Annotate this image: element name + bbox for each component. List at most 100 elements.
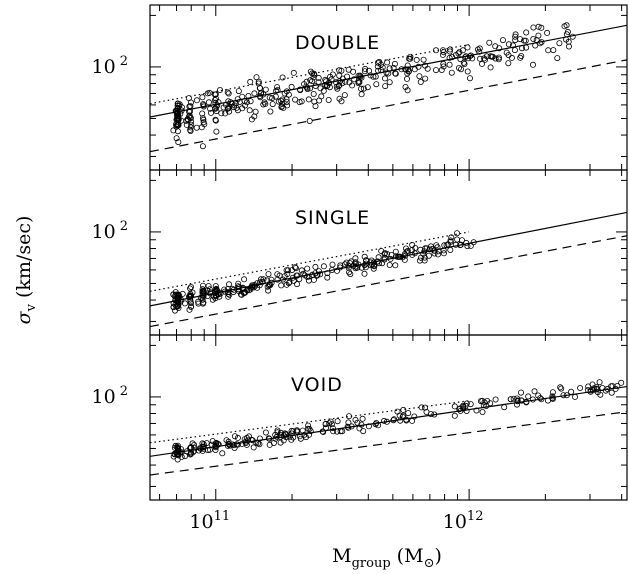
- data-point: [334, 418, 341, 425]
- data-point: [250, 284, 257, 291]
- x-tick-label: 1011: [189, 509, 230, 533]
- data-point: [361, 270, 368, 277]
- svg-text:Mgroup (M⊙): Mgroup (M⊙): [332, 545, 442, 571]
- data-point: [200, 116, 207, 123]
- data-point: [505, 60, 512, 67]
- data-point: [315, 79, 322, 86]
- data-point: [360, 85, 367, 92]
- data-point: [183, 448, 190, 455]
- data-point: [416, 73, 423, 80]
- panel-label: SINGLE: [295, 207, 370, 229]
- data-point: [537, 395, 544, 402]
- data-point: [404, 87, 411, 94]
- data-point: [266, 94, 273, 101]
- data-point: [432, 47, 439, 54]
- data-point: [466, 75, 473, 82]
- data-point: [286, 433, 293, 440]
- data-point: [550, 47, 557, 54]
- data-point: [201, 121, 208, 128]
- data-point: [205, 283, 212, 290]
- data-point: [281, 90, 288, 97]
- data-point: [609, 383, 616, 390]
- data-point: [224, 105, 231, 112]
- data-point: [247, 98, 254, 105]
- data-point: [407, 53, 414, 60]
- data-point: [405, 66, 412, 73]
- data-point: [368, 257, 375, 264]
- data-point: [443, 242, 450, 249]
- data-point: [325, 97, 332, 104]
- data-point: [400, 406, 407, 413]
- data-point: [589, 381, 596, 388]
- data-point: [174, 448, 181, 455]
- data-point: [370, 262, 377, 269]
- data-point: [537, 40, 544, 47]
- data-point: [294, 272, 301, 279]
- data-point: [486, 39, 493, 46]
- data-point: [587, 387, 594, 394]
- data-point: [507, 396, 514, 403]
- data-point: [593, 386, 600, 393]
- data-point: [451, 412, 458, 419]
- data-point: [448, 69, 455, 76]
- data-point: [409, 251, 416, 258]
- data-point: [405, 410, 412, 417]
- data-point: [209, 296, 216, 303]
- data-point: [341, 92, 348, 99]
- data-point: [448, 234, 455, 241]
- data-point: [431, 247, 438, 254]
- data-point: [213, 128, 220, 135]
- data-point: [279, 74, 286, 81]
- scatter-points: [170, 22, 576, 150]
- data-point: [312, 263, 319, 270]
- data-point: [199, 143, 206, 150]
- data-point: [174, 128, 181, 135]
- data-point: [535, 32, 542, 39]
- data-point: [457, 407, 464, 414]
- data-point: [438, 67, 445, 74]
- data-point: [525, 393, 532, 400]
- data-point: [361, 68, 368, 75]
- data-point: [391, 416, 398, 423]
- data-point: [231, 433, 238, 440]
- data-point: [403, 416, 410, 423]
- data-point: [212, 440, 219, 447]
- data-point: [307, 77, 314, 84]
- data-point: [320, 263, 327, 270]
- data-point: [345, 413, 352, 420]
- data-point: [398, 66, 405, 73]
- data-point: [225, 281, 232, 288]
- data-point: [455, 50, 462, 57]
- data-point: [556, 40, 563, 47]
- data-point: [538, 24, 545, 31]
- data-point: [186, 306, 193, 313]
- data-point: [330, 428, 337, 435]
- data-point: [358, 85, 365, 92]
- data-point: [174, 293, 181, 300]
- data-point: [362, 264, 369, 271]
- data-point: [219, 450, 226, 457]
- data-point: [519, 45, 526, 52]
- data-point: [421, 257, 428, 264]
- data-point: [199, 447, 206, 454]
- data-point: [174, 444, 181, 451]
- data-point: [365, 67, 372, 74]
- data-point: [402, 66, 409, 73]
- data-point: [435, 248, 442, 255]
- data-point: [545, 397, 552, 404]
- data-point: [463, 239, 470, 246]
- relation-dashed-line: [150, 59, 627, 153]
- data-point: [206, 89, 213, 96]
- data-point: [212, 446, 219, 453]
- data-point: [245, 287, 252, 294]
- data-point: [200, 288, 207, 295]
- data-point: [467, 242, 474, 249]
- data-point: [212, 288, 219, 295]
- data-point: [474, 46, 481, 53]
- data-point: [212, 105, 219, 112]
- data-point: [187, 108, 194, 115]
- data-point: [290, 69, 297, 76]
- data-point: [402, 245, 409, 252]
- data-point: [460, 59, 467, 66]
- panel-frame: [149, 169, 628, 336]
